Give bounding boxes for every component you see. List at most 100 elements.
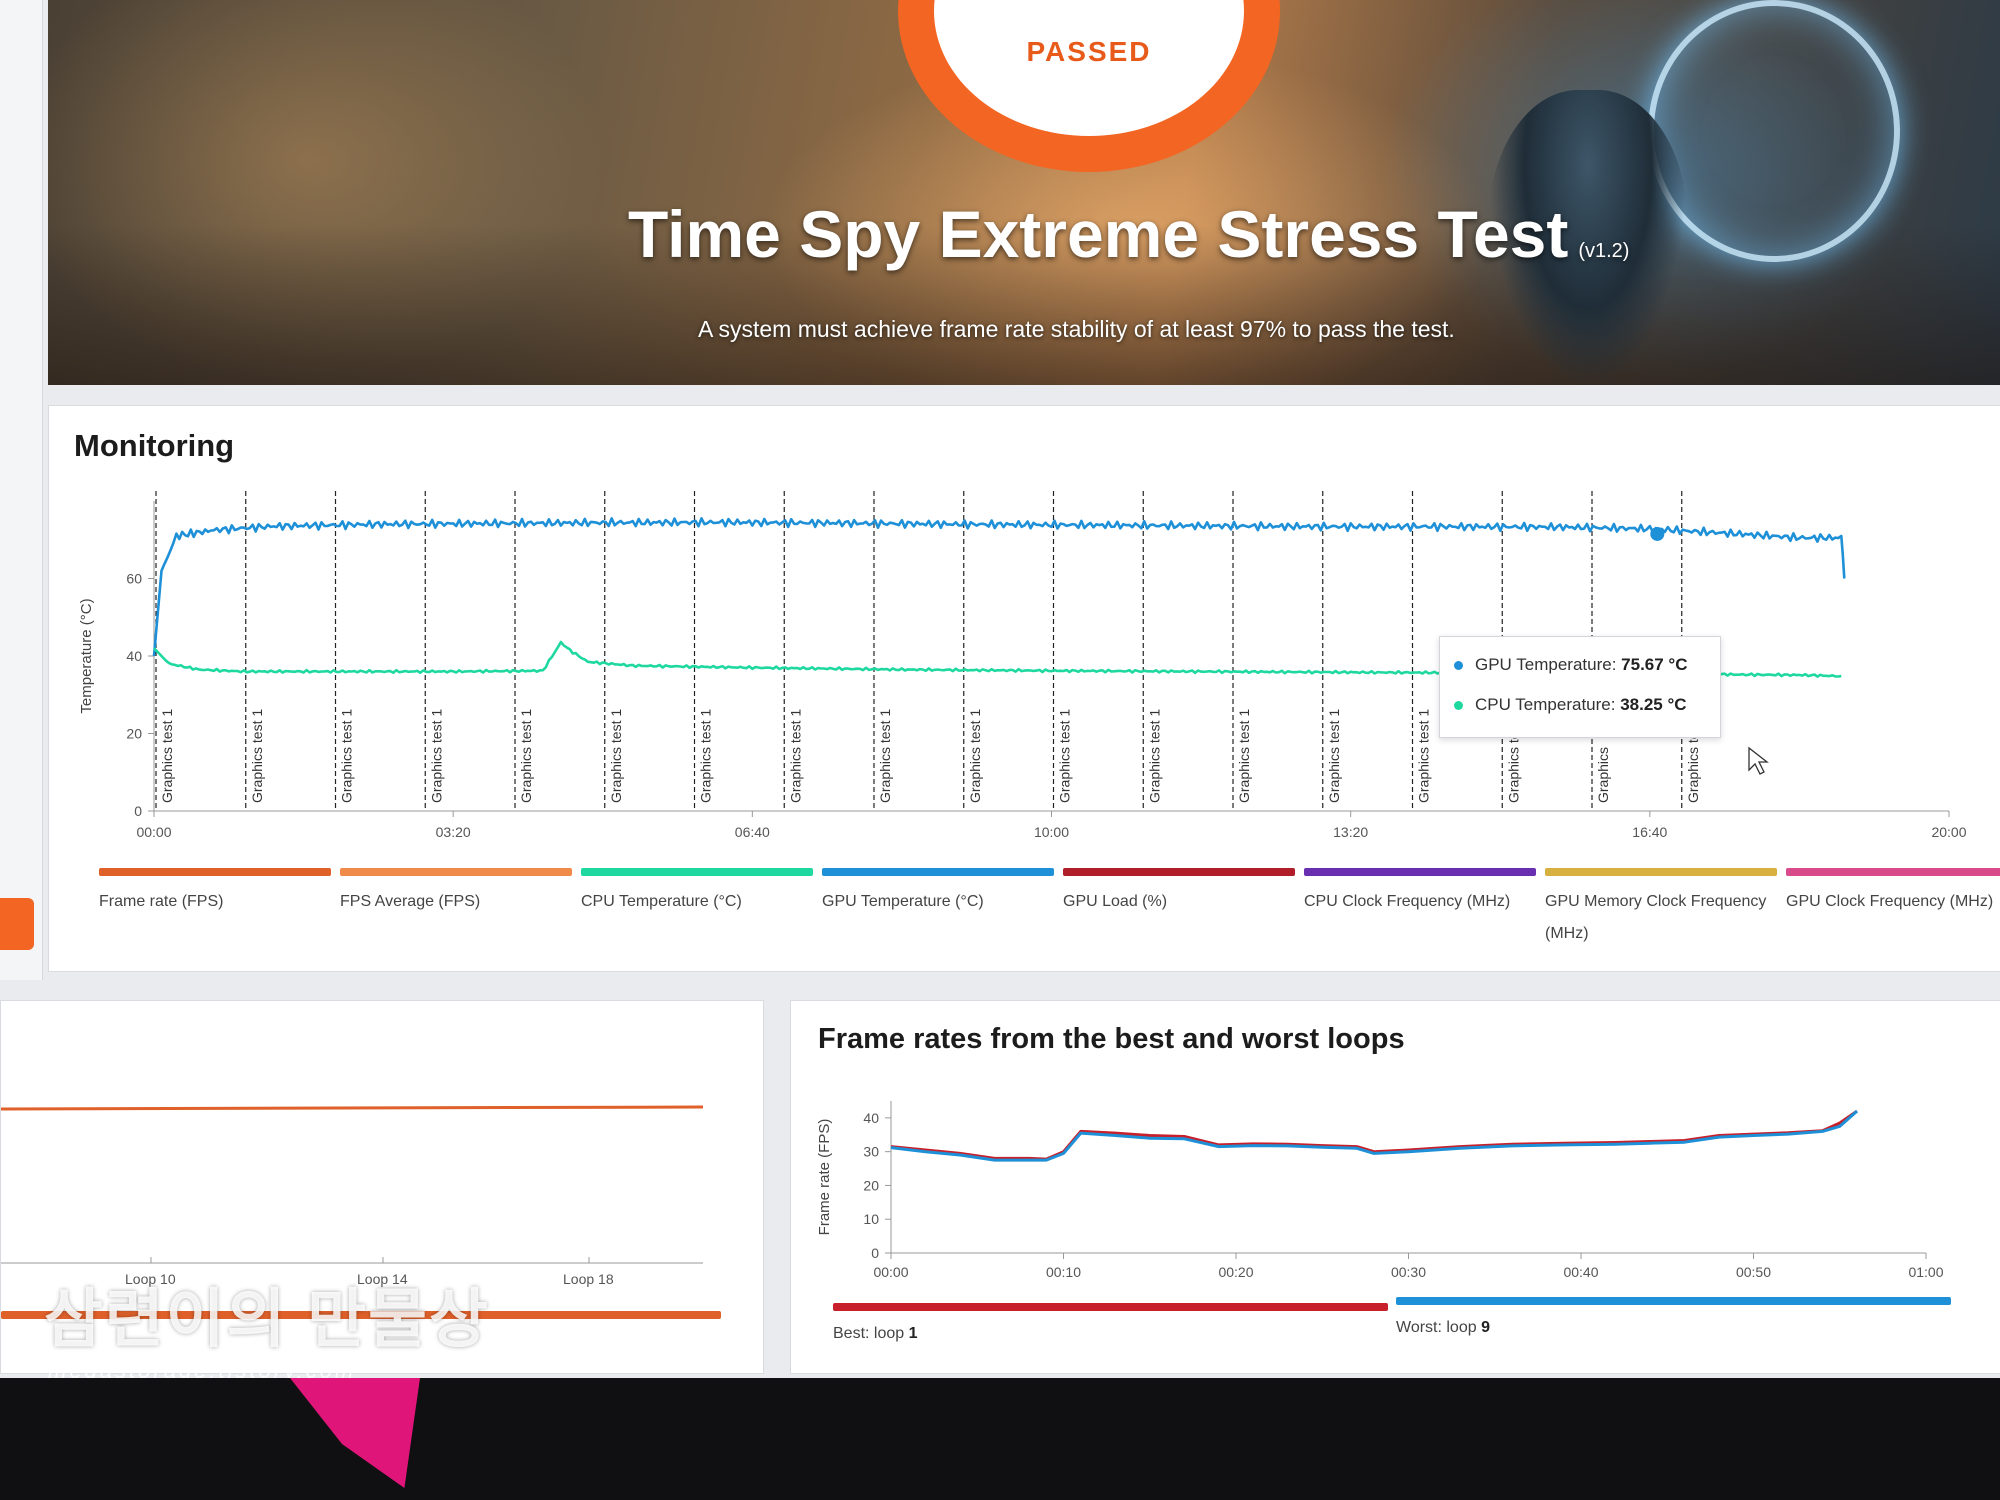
legend-label: Frame rate (FPS) (99, 893, 224, 910)
best-worst-panel: Frame rates from the best and worst loop… (790, 1000, 2000, 1374)
legend-label: CPU Clock Frequency (MHz) (1304, 893, 1511, 910)
test-title-text: Time Spy Extreme Stress Test (628, 197, 1569, 271)
test-description: A system must achieve frame rate stabili… (698, 316, 1455, 342)
x-tick-label: 06:40 (735, 824, 770, 840)
test-title: Time Spy Extreme Stress Test (v1.2) (628, 196, 1629, 272)
worst-loop-number: 9 (1481, 1319, 1490, 1336)
worst-loop-label: Worst: loop 9 (1396, 1319, 1951, 1337)
legend-item[interactable]: GPU Clock Frequency (MHz) (1786, 868, 2000, 918)
best-loop-prefix: Best: loop (833, 1325, 909, 1342)
test-marker-label: Graphics test 1 (339, 709, 355, 803)
x-tick-label: 00:50 (1736, 1264, 1771, 1280)
test-marker-label: Graphics (1595, 747, 1611, 803)
result-status: PASSED (1026, 36, 1152, 67)
gpu-temperature-line (152, 517, 1846, 657)
test-marker-label: Graphics test 1 (518, 709, 534, 803)
legend-item[interactable]: GPU Load (%) (1063, 868, 1295, 918)
legend-item[interactable]: CPU Clock Frequency (MHz) (1304, 868, 1536, 918)
y-tick-label: 30 (863, 1144, 879, 1160)
mouse-cursor-icon (1748, 746, 1769, 775)
x-tick-label: Loop 18 (563, 1271, 614, 1287)
x-tick-label: 01:00 (1908, 1264, 1943, 1280)
test-marker-label: Graphics test 1 (159, 709, 175, 803)
legend-item[interactable]: Frame rate (FPS) (99, 868, 331, 918)
legend-color-bar (1786, 868, 2000, 876)
x-tick-label: 00:00 (873, 1264, 908, 1280)
test-marker-label: Graphics test 1 (1326, 709, 1342, 803)
tooltip-cpu-row: CPU Temperature: 38.25 °C (1454, 695, 1687, 715)
tooltip-cpu-value: 38.25 °C (1620, 695, 1687, 714)
result-badge: PASSED (898, 0, 1280, 172)
test-marker-label: Graphics test 1 (698, 709, 714, 803)
x-tick-label: 10:00 (1034, 824, 1069, 840)
gpu-hover-point (1650, 526, 1665, 541)
test-marker-label: Graphics test 1 (249, 709, 265, 803)
legend-color-bar (581, 868, 813, 876)
tooltip-gpu-row: GPU Temperature: 75.67 °C (1454, 655, 1688, 675)
tooltip-gpu-value: 75.67 °C (1621, 655, 1688, 674)
loop-framerate-chart: Loop 10 Loop 14 Loop 18 (1, 1105, 721, 1319)
legend-label: GPU Memory Clock Frequency (MHz) (1545, 893, 1767, 942)
legend-color-bar (1304, 868, 1536, 876)
y-tick-label: 40 (863, 1110, 879, 1126)
legend-color-bar (822, 868, 1054, 876)
test-marker-label: Graphics test 1 (877, 709, 893, 803)
legend-item[interactable]: GPU Temperature (°C) (822, 868, 1054, 918)
legend-label: CPU Temperature (°C) (581, 893, 742, 910)
legend-item[interactable]: CPU Temperature (°C) (581, 868, 813, 918)
watermark-url: megastorage.tistory.com (48, 1358, 357, 1378)
character-artwork (1488, 90, 1688, 385)
worst-loop-prefix: Worst: loop (1396, 1319, 1482, 1336)
test-marker-label: Graphics test 1 (608, 709, 624, 803)
legend-item[interactable]: FPS Average (FPS) (340, 868, 572, 918)
test-marker-label: Graphics test 1 (1236, 709, 1252, 803)
legend-item[interactable]: GPU Memory Clock Frequency (MHz) (1545, 868, 1777, 950)
best-loop-legend[interactable]: Best: loop 1 (833, 1303, 1388, 1343)
test-marker-label: Graphics test 1 (428, 709, 444, 803)
best-worst-title: Frame rates from the best and worst loop… (818, 1023, 1405, 1055)
monitoring-legend: Frame rate (FPS) FPS Average (FPS) CPU Tem… (99, 868, 2000, 958)
gpu-dot-icon (1454, 661, 1463, 671)
x-tick-label: 16:40 (1632, 824, 1667, 840)
legend-color-bar (1063, 868, 1295, 876)
legend-label: FPS Average (FPS) (340, 893, 481, 910)
test-version: (v1.2) (1578, 240, 1630, 262)
monitoring-title: Monitoring (74, 428, 235, 463)
x-tick-label: 00:10 (1046, 1264, 1081, 1280)
legend-color-bar (1545, 868, 1777, 876)
tooltip-gpu-label: GPU Temperature: (1475, 655, 1617, 674)
x-tick-label: 00:00 (136, 824, 171, 840)
frame-rate-legend-bar (1, 1311, 721, 1319)
left-sidebar-strip (0, 0, 43, 980)
screen: PASSED Time Spy Extreme Stress Test (v1.2… (0, 0, 2000, 1378)
best-loop-label: Best: loop 1 (833, 1325, 1388, 1343)
y-tick-label: 20 (126, 726, 142, 742)
worst-loop-legend[interactable]: Worst: loop 9 (1396, 1297, 1951, 1337)
legend-label: GPU Temperature (°C) (822, 893, 984, 910)
x-tick-label: 20:00 (1931, 824, 1966, 840)
frame-rate-line (1, 1105, 704, 1111)
x-tick-label: 03:20 (436, 824, 471, 840)
test-marker-label: Graphics test 1 (1057, 709, 1073, 803)
chart-tooltip: GPU Temperature: 75.67 °C CPU Temperatur… (1439, 636, 1721, 738)
watermark-title: 삼련이의 만물상 (44, 1283, 490, 1355)
y-axis-title: Temperature (°C) (78, 598, 95, 713)
y-axis-title: Frame rate (FPS) (816, 1119, 833, 1236)
y-tick-label: 10 (863, 1211, 879, 1227)
monitoring-panel: Monitoring 0 20 40 60 00:00 03:20 06:40 10:00 13… (48, 405, 2000, 972)
legend-label: GPU Load (%) (1063, 893, 1168, 910)
legend-color-bar (340, 868, 572, 876)
x-tick-label: Loop 10 (125, 1271, 176, 1287)
best-loop-number: 1 (908, 1325, 918, 1342)
x-tick-label: Loop 14 (357, 1271, 408, 1287)
orange-side-tab[interactable] (0, 898, 34, 950)
monitoring-chart[interactable]: 0 20 40 60 00:00 03:20 06:40 10:00 13:20 16:40 20:… (49, 406, 2000, 866)
pink-object (290, 1378, 420, 1488)
best-worst-chart[interactable]: 0 10 20 30 40 00:00 00:10 00:20 00:30 00:40 00:50 0… (791, 1001, 2000, 1373)
cpu-dot-icon (1454, 701, 1463, 711)
legend-label: GPU Clock Frequency (MHz) (1786, 893, 1994, 910)
x-tick-label: 00:30 (1391, 1264, 1426, 1280)
x-tick-label: 00:20 (1218, 1264, 1253, 1280)
test-marker-label: Graphics test 1 (1416, 709, 1432, 803)
y-tick-label: 0 (871, 1245, 879, 1261)
